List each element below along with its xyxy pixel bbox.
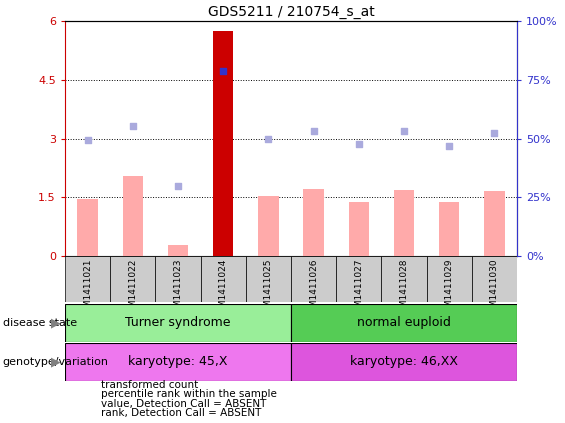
Bar — [427, 256, 472, 302]
Text: GSM1411028: GSM1411028 — [399, 258, 408, 319]
Text: value, Detection Call = ABSENT: value, Detection Call = ABSENT — [101, 398, 266, 409]
Bar — [213, 31, 233, 256]
Point — [354, 141, 363, 148]
Point — [128, 123, 137, 129]
Bar — [110, 256, 155, 302]
Text: ▶: ▶ — [51, 355, 61, 368]
Bar — [168, 245, 188, 256]
Point — [309, 127, 318, 134]
Bar — [291, 304, 517, 342]
Bar — [472, 256, 517, 302]
Bar — [291, 256, 336, 302]
Text: karyotype: 45,X: karyotype: 45,X — [128, 355, 228, 368]
Bar — [291, 343, 517, 381]
Bar — [484, 191, 505, 256]
Bar — [303, 189, 324, 256]
Bar — [123, 176, 143, 256]
Bar — [349, 202, 369, 256]
Point — [219, 68, 228, 74]
Bar — [381, 256, 427, 302]
Bar — [394, 190, 414, 256]
Bar — [155, 256, 201, 302]
Point — [399, 128, 408, 135]
Bar — [77, 199, 98, 256]
Text: GSM1411022: GSM1411022 — [128, 258, 137, 319]
Text: Turner syndrome: Turner syndrome — [125, 316, 231, 329]
Text: GSM1411027: GSM1411027 — [354, 258, 363, 319]
Text: GSM1411026: GSM1411026 — [309, 258, 318, 319]
Text: rank, Detection Call = ABSENT: rank, Detection Call = ABSENT — [101, 408, 261, 418]
Text: GSM1411023: GSM1411023 — [173, 258, 182, 319]
Point — [264, 135, 273, 142]
Text: GSM1411024: GSM1411024 — [219, 258, 228, 319]
Text: GSM1411029: GSM1411029 — [445, 258, 454, 319]
Text: percentile rank within the sample: percentile rank within the sample — [101, 389, 276, 399]
Bar — [246, 256, 291, 302]
Point — [83, 137, 92, 144]
Point — [173, 183, 182, 190]
Text: GSM1411021: GSM1411021 — [83, 258, 92, 319]
Bar — [439, 202, 459, 256]
Text: GSM1411025: GSM1411025 — [264, 258, 273, 319]
Point — [490, 129, 499, 136]
Point — [445, 142, 454, 149]
Text: normal euploid: normal euploid — [357, 316, 451, 329]
Text: GSM1411030: GSM1411030 — [490, 258, 499, 319]
Bar — [201, 256, 246, 302]
Bar — [65, 304, 291, 342]
Text: transformed count: transformed count — [101, 380, 198, 390]
Bar — [65, 256, 110, 302]
Text: genotype/variation: genotype/variation — [3, 357, 109, 367]
Text: ▶: ▶ — [51, 316, 61, 329]
Bar — [65, 343, 291, 381]
Bar — [336, 256, 381, 302]
Text: disease state: disease state — [3, 318, 77, 328]
Bar — [258, 196, 279, 256]
Text: karyotype: 46,XX: karyotype: 46,XX — [350, 355, 458, 368]
Title: GDS5211 / 210754_s_at: GDS5211 / 210754_s_at — [207, 5, 375, 19]
